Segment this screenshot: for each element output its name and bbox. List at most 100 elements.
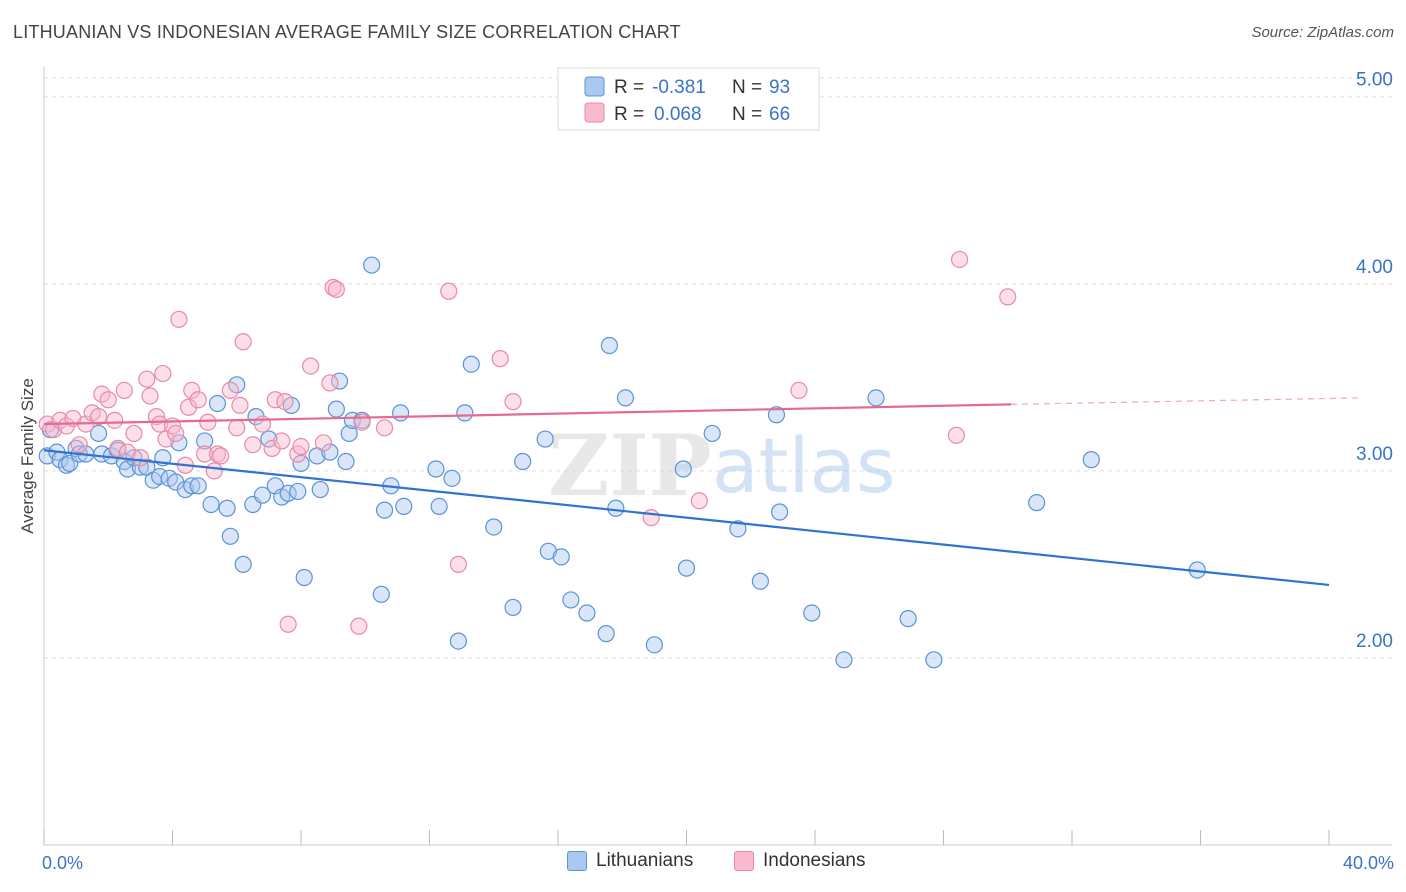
- point-lithuanians-80: [677, 559, 696, 577]
- point-lithuanians-86: [803, 604, 821, 622]
- y-tick-label-3: 5.00: [1356, 70, 1393, 91]
- point-indonesians-50: [321, 374, 339, 392]
- point-indonesians-31: [199, 413, 217, 431]
- point-indonesians-48: [302, 357, 320, 375]
- legend-label-indonesians: Indonesians: [763, 850, 866, 871]
- point-lithuanians-37: [260, 430, 278, 448]
- point-indonesians-10: [99, 391, 117, 409]
- point-indonesians-61: [690, 492, 708, 510]
- source-label: Source: ZipAtlas.com: [1251, 24, 1394, 41]
- point-lithuanians-23: [170, 434, 188, 452]
- point-indonesians-13: [115, 381, 133, 400]
- point-lithuanians-64: [456, 404, 474, 422]
- trend-line-lithuanians: [43, 449, 1330, 587]
- legend-r-value-indonesians: 0.068: [654, 104, 702, 125]
- point-indonesians-35: [221, 381, 239, 400]
- point-indonesians-29: [189, 391, 207, 409]
- point-indonesians-55: [375, 419, 394, 437]
- point-indonesians-57: [449, 555, 468, 573]
- point-lithuanians-77: [616, 389, 635, 407]
- point-indonesians-44: [276, 393, 294, 411]
- point-lithuanians-90: [925, 651, 943, 669]
- point-lithuanians-87: [835, 651, 853, 669]
- point-lithuanians-58: [391, 404, 410, 422]
- point-indonesians-5: [70, 436, 88, 454]
- point-indonesians-43: [273, 432, 291, 450]
- point-lithuanians-71: [552, 548, 570, 566]
- legend-n-value-indonesians: 66: [769, 104, 790, 125]
- point-lithuanians-33: [234, 555, 252, 573]
- legend-swatch-indonesians-bottom: [734, 851, 754, 871]
- point-lithuanians-42: [289, 482, 307, 501]
- point-indonesians-17: [138, 370, 156, 388]
- point-lithuanians-27: [196, 432, 214, 450]
- point-lithuanians-66: [485, 518, 503, 536]
- point-indonesians-65: [999, 288, 1017, 306]
- point-lithuanians-9: [90, 424, 108, 443]
- point-lithuanians-92: [1082, 451, 1100, 469]
- point-indonesians-11: [106, 411, 124, 429]
- point-lithuanians-51: [340, 424, 358, 443]
- point-lithuanians-26: [189, 477, 207, 495]
- legend-item-indonesians[interactable]: Indonesians: [734, 850, 865, 872]
- point-indonesians-60: [642, 509, 660, 527]
- point-indonesians-1: [45, 421, 63, 439]
- watermark: ZIP atlas: [548, 416, 896, 515]
- point-indonesians-15: [125, 424, 143, 443]
- legend-swatch-lithuanians: [584, 76, 605, 97]
- point-lithuanians-60: [427, 460, 445, 478]
- chart-title: LITHUANIAN VS INDONESIAN AVERAGE FAMILY …: [13, 22, 681, 42]
- point-lithuanians-73: [578, 604, 596, 622]
- point-lithuanians-56: [375, 501, 394, 519]
- point-indonesians-32: [205, 462, 223, 480]
- trend-layer: [43, 397, 1362, 587]
- point-lithuanians-16: [131, 458, 149, 476]
- point-indonesians-49: [314, 434, 333, 452]
- point-indonesians-37: [231, 396, 249, 414]
- point-lithuanians-84: [767, 406, 786, 424]
- point-lithuanians-85: [771, 503, 789, 521]
- y-axis-label: Average Family Size: [18, 378, 37, 534]
- point-lithuanians-62: [443, 469, 461, 487]
- y-tick-label-1: 3.00: [1356, 444, 1393, 465]
- y-tick-label-2: 4.00: [1356, 257, 1393, 278]
- x-tick-label-min: 0.0%: [42, 853, 83, 873]
- point-indonesians-56: [440, 282, 458, 300]
- point-indonesians-18: [141, 387, 159, 405]
- point-lithuanians-28: [202, 495, 220, 514]
- point-indonesians-28: [183, 381, 201, 400]
- point-lithuanians-50: [337, 452, 355, 471]
- point-indonesians-53: [350, 617, 368, 635]
- axis-layer: 2.00 3.00 4.00 5.00: [43, 66, 1393, 846]
- point-lithuanians-30: [218, 499, 236, 517]
- point-indonesians-62: [790, 381, 808, 400]
- point-indonesians-47: [292, 437, 310, 456]
- point-lithuanians-82: [729, 520, 747, 538]
- point-indonesians-20: [151, 415, 169, 433]
- point-indonesians-59: [504, 393, 522, 411]
- point-lithuanians-31: [221, 527, 239, 545]
- point-lithuanians-75: [600, 336, 619, 355]
- point-lithuanians-47: [321, 443, 339, 461]
- legend-swatch-lithuanians-bottom: [567, 851, 587, 871]
- point-lithuanians-89: [899, 610, 917, 628]
- point-indonesians-34: [212, 447, 230, 465]
- legend-swatch-indonesians: [584, 102, 605, 123]
- point-lithuanians-67: [504, 598, 522, 617]
- legend-item-lithuanians[interactable]: Lithuanians: [567, 850, 693, 872]
- point-indonesians-8: [90, 408, 108, 426]
- x-tick-label-max: 40.0%: [1343, 853, 1394, 873]
- point-indonesians-24: [167, 424, 185, 443]
- point-lithuanians-65: [462, 355, 480, 373]
- legend-stats-box: R = -0.381 N = 93 R = 0.068 N = 66: [557, 67, 820, 131]
- point-lithuanians-74: [597, 625, 615, 643]
- legend-r-label-indonesians: R =: [614, 104, 644, 125]
- legend-n-label-indonesians: N =: [732, 104, 762, 125]
- point-lithuanians-36: [253, 486, 272, 504]
- point-indonesians-21: [154, 364, 172, 383]
- point-lithuanians-54: [363, 256, 381, 274]
- point-lithuanians-69: [536, 430, 554, 448]
- point-lithuanians-91: [1028, 494, 1046, 512]
- point-lithuanians-59: [395, 497, 413, 515]
- point-lithuanians-72: [562, 591, 580, 609]
